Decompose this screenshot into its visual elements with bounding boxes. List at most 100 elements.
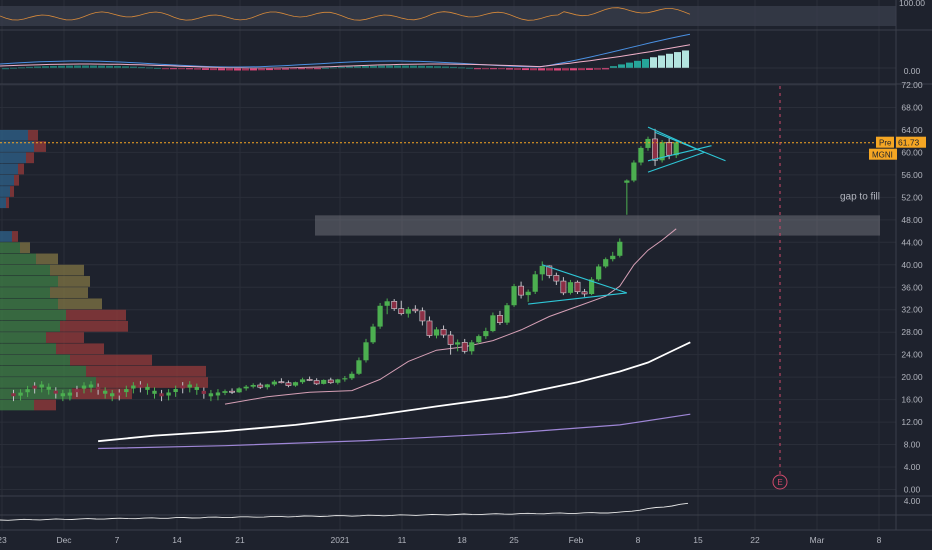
profile-bar-up	[0, 253, 36, 265]
candle	[581, 288, 588, 297]
profile-bar-down	[58, 276, 90, 287]
macd-histogram-bar	[250, 68, 257, 71]
candle-body	[666, 142, 673, 156]
candle-body	[335, 379, 341, 383]
candle-body	[476, 336, 482, 343]
profile-bar-down	[86, 365, 206, 377]
time-tick-label: Dec	[56, 535, 72, 545]
price-tick-label: 28.00	[901, 327, 923, 337]
candle-body	[624, 180, 630, 183]
candle	[412, 305, 419, 314]
candle-body	[574, 281, 581, 293]
macd-histogram-bar	[50, 65, 57, 68]
profile-bar-down	[58, 298, 102, 310]
macd-histogram-bar	[402, 65, 409, 68]
profile-bar-down	[10, 186, 14, 197]
candle	[497, 310, 503, 325]
profile-bar-up	[0, 186, 10, 197]
candle	[659, 140, 665, 163]
macd-histogram-bar	[322, 67, 329, 69]
profile-bar-down	[70, 354, 152, 366]
candle-body	[356, 360, 362, 374]
rsi-pane	[0, 6, 896, 26]
candle-body	[194, 386, 199, 390]
candle-body	[673, 142, 679, 156]
time-tick-label: 11	[398, 535, 407, 545]
profile-bar-up	[0, 354, 70, 366]
candle	[553, 272, 560, 286]
macd-histogram-bar	[490, 68, 497, 70]
macd-histogram-bar	[410, 65, 417, 68]
price-tick-label: 60.00	[901, 147, 923, 157]
candle-body	[469, 342, 475, 352]
macd-histogram-bar	[530, 68, 537, 71]
macd-histogram-bar	[298, 68, 305, 70]
candle-body	[187, 384, 192, 388]
price-tick-label: 64.00	[901, 125, 923, 135]
profile-bar-down	[34, 399, 56, 411]
time-axis: 23 Dec 7 14 21 2021 11 18 25 Feb 8 15 22 Mar 8	[0, 535, 882, 545]
price-tick-label: 56.00	[901, 170, 923, 180]
candle	[433, 327, 440, 339]
candle	[624, 179, 630, 215]
macd-histogram-bar	[202, 68, 209, 70]
candle-body	[363, 342, 369, 361]
macd-histogram-bar	[642, 59, 649, 68]
macd-histogram-bar	[258, 68, 265, 71]
candle-body	[222, 391, 228, 393]
candle-body	[110, 393, 115, 397]
earnings-circle[interactable]	[772, 474, 788, 490]
ma-mid-line	[98, 341, 691, 443]
candle-body	[398, 308, 405, 314]
candle	[222, 389, 228, 396]
candle-body	[447, 334, 454, 345]
price-tag-text: 61.73	[898, 138, 920, 148]
candle	[638, 146, 644, 166]
candle	[349, 371, 355, 380]
candle-body	[257, 384, 264, 388]
profile-bar-down	[60, 320, 128, 332]
candle-body	[440, 329, 447, 336]
price-tick-label: 36.00	[901, 282, 923, 292]
candle	[518, 281, 524, 299]
candle-body	[483, 331, 489, 337]
macd-histogram-bar	[378, 65, 385, 68]
candle	[370, 323, 376, 344]
time-tick-label: 25	[509, 535, 519, 545]
lower-tick-label: 4.00	[904, 496, 921, 506]
candle-body	[455, 342, 461, 345]
earnings-marker[interactable]: E	[772, 474, 788, 490]
time-tick-label: 7	[115, 535, 120, 545]
candle-body	[285, 382, 292, 386]
candle-body	[518, 285, 524, 296]
candle	[405, 306, 411, 318]
candle-body	[313, 380, 320, 385]
pennant-2-line	[647, 145, 712, 162]
last-price-tag[interactable]: Pre 61.73 MGNI	[869, 136, 926, 160]
profile-bar-up	[0, 141, 34, 152]
earnings-letter: E	[777, 478, 782, 487]
candle-body	[327, 379, 334, 384]
candle-body	[102, 390, 108, 394]
price-tick-label: 68.00	[901, 102, 923, 112]
macd-histogram-bar	[594, 68, 601, 70]
macd-histogram-bar	[682, 50, 689, 68]
candle-body	[560, 280, 567, 294]
candle	[285, 380, 292, 388]
profile-bar-up	[0, 388, 72, 400]
candle-body	[370, 326, 376, 343]
candle-body	[377, 305, 383, 327]
candle-body	[532, 274, 538, 292]
candle-body	[384, 301, 390, 306]
candle	[278, 378, 285, 384]
macd-histogram-bar	[658, 55, 665, 68]
candle-body	[159, 393, 164, 397]
candle-body	[229, 390, 235, 393]
chart-patterns	[528, 126, 726, 305]
gap-zone	[315, 215, 880, 236]
moving-averages	[98, 228, 691, 450]
candle	[511, 283, 517, 307]
candle-body	[117, 392, 122, 396]
candle	[250, 383, 256, 389]
